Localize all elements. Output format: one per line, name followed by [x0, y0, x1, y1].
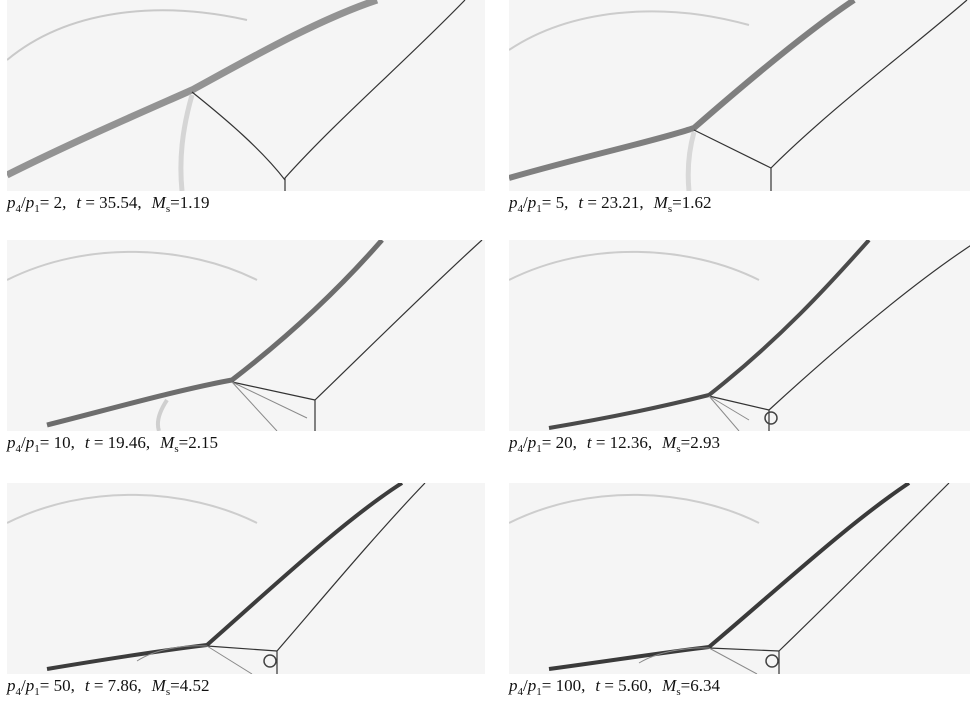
schlieren-image: [509, 483, 970, 674]
schlieren-image-2: [509, 0, 970, 191]
panel-caption: p4/p1= 2, t = 35.54, Ms=1.19: [7, 193, 210, 215]
panel-caption: p4/p1= 50, t = 7.86, Ms=4.52: [7, 676, 210, 698]
panel-caption: p4/p1= 100, t = 5.60, Ms=6.34: [509, 676, 720, 698]
schlieren-image-6: [509, 483, 970, 674]
panel-caption: p4/p1= 20, t = 12.36, Ms=2.93: [509, 433, 720, 455]
schlieren-image: [7, 240, 485, 431]
schlieren-image: [7, 0, 485, 191]
schlieren-image: [509, 0, 970, 191]
schlieren-image: [509, 240, 970, 431]
schlieren-image-1: [7, 0, 485, 191]
schlieren-image: [7, 483, 485, 674]
schlieren-image-3: [7, 240, 485, 431]
panel-caption: p4/p1= 10, t = 19.46, Ms=2.15: [7, 433, 218, 455]
panel-caption: p4/p1= 5, t = 23.21, Ms=1.62: [509, 193, 712, 215]
schlieren-image-5: [7, 483, 485, 674]
schlieren-image-4: [509, 240, 970, 431]
